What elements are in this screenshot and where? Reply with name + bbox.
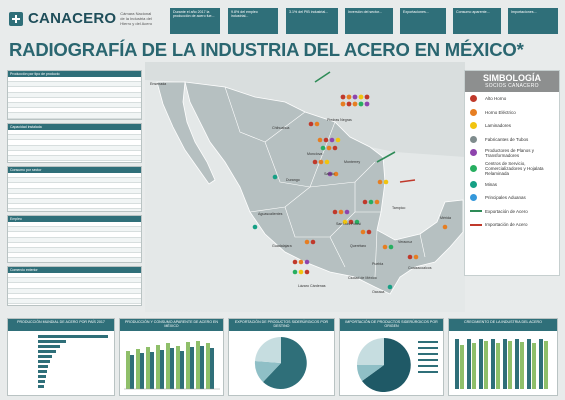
blast-furnace-icon — [470, 95, 477, 103]
legend-header: SIMBOLOGÍA SOCIOS CANACERO — [465, 71, 559, 92]
panel-title: IMPORTACIÓN DE PRODUCTOS SIDERÚRGICOS PO… — [340, 319, 443, 331]
city-label: Saltillo — [324, 172, 335, 176]
city-label: Monterrey — [344, 160, 361, 164]
city-label: Durango — [286, 178, 300, 182]
city-label: Puebla — [372, 262, 384, 266]
legend-subtitle: SOCIOS CANACERO — [485, 83, 539, 89]
bottom-chart-panel: EXPORTACIÓN DE PRODUCTOS SIDERÚRGICOS PO… — [228, 318, 335, 396]
legend-item: Centros de Servicio, Comercializadores y… — [465, 160, 559, 178]
legend-item: Exportación de Acero — [465, 205, 559, 219]
pie-chart — [254, 336, 307, 389]
service-center-icon — [470, 165, 477, 172]
table-panel: Consumo por sector — [7, 166, 142, 212]
page-title: RADIOGRAFÍA DE LA INDUSTRIA DEL ACERO EN… — [9, 39, 524, 60]
city-label: Piedras Negras — [327, 118, 352, 122]
city-label: Querétaro — [350, 244, 367, 248]
customs-icon — [470, 194, 477, 202]
stat-box: Exportaciones... — [400, 8, 446, 34]
legend-item: Laminadores — [465, 119, 559, 133]
legend-item: Principales Aduanas — [465, 191, 559, 205]
legend-item: Productores de Planos y Transformadores — [465, 146, 559, 160]
city-label: Chihuahua — [272, 126, 290, 130]
bottom-chart-panel: IMPORTACIÓN DE PRODUCTOS SIDERÚRGICOS PO… — [339, 318, 444, 396]
pipe-maker-icon — [470, 135, 477, 143]
mine-icon — [470, 180, 477, 188]
export-arrow-icon — [470, 210, 482, 213]
pie-chart — [356, 338, 438, 392]
city-label: Ciudad de México — [348, 276, 377, 280]
table-header: Producción por tipo de producto — [8, 71, 141, 77]
logo-text: CANACERO — [28, 10, 117, 27]
stat-box: Importaciones... — [508, 8, 558, 34]
stat-box: 9.8% del empleo industrial... — [228, 8, 278, 34]
legend-item: Minas — [465, 178, 559, 192]
table-panel: Comercio exterior — [7, 266, 142, 306]
rolling-mill-icon — [470, 122, 477, 130]
legend-item: Importación de Acero — [465, 218, 559, 232]
city-label: Guadalajara — [272, 244, 292, 248]
stat-box: 3.1% del PIB industrial... — [286, 8, 338, 34]
table-panel: Capacidad instalada — [7, 123, 142, 163]
city-label: Mérida — [440, 216, 451, 220]
column-chart — [455, 339, 548, 389]
electric-furnace-icon — [470, 108, 477, 116]
panel-title: PRODUCCIÓN MUNDIAL DE ACERO POR PAÍS 201… — [8, 319, 114, 331]
table-header: Capacidad instalada — [8, 124, 141, 130]
table-panel: Empleo — [7, 215, 142, 263]
table-header: Comercio exterior — [8, 267, 141, 273]
legend-title: SIMBOLOGÍA — [483, 73, 541, 83]
mexico-map — [145, 62, 465, 312]
city-label: Coatzacoalcos — [408, 266, 432, 270]
city-label: Aguascalientes — [258, 212, 283, 216]
flat-products-icon — [470, 149, 477, 157]
legend-item: Alto Horno — [465, 92, 559, 106]
city-label: Oaxaca — [372, 290, 385, 294]
city-label: Monclova — [307, 152, 323, 156]
horizontal-bar-chart — [38, 335, 108, 388]
city-label: Tampico — [392, 206, 406, 210]
facility-markers — [252, 94, 448, 290]
bottom-chart-panel: CRECIMIENTO DE LA INDUSTRIA DEL ACERO — [448, 318, 558, 396]
import-arrows — [399, 179, 416, 183]
legend-item: Fabricantes de Tubos — [465, 133, 559, 147]
column-chart — [124, 341, 220, 390]
bottom-chart-panel: PRODUCCIÓN MUNDIAL DE ACERO POR PAÍS 201… — [7, 318, 115, 396]
bottom-chart-panel: PRODUCCIÓN Y CONSUMO APARENTE DE ACERO E… — [119, 318, 224, 396]
baja-california — [156, 81, 216, 185]
table-header: Consumo por sector — [8, 167, 141, 173]
table-panel: Producción por tipo de producto — [7, 70, 142, 120]
panel-title: EXPORTACIÓN DE PRODUCTOS SIDERÚRGICOS PO… — [229, 319, 334, 331]
city-label: Veracruz — [398, 240, 413, 244]
logo-subtitle: Cámara Nacional de la Industria del Hier… — [120, 11, 153, 26]
stat-box: Durante el año 2017 la producción de ace… — [170, 8, 220, 34]
city-label: Lázaro Cárdenas — [298, 284, 326, 288]
table-header: Empleo — [8, 216, 141, 222]
city-label: San Luis Potosí — [336, 222, 362, 226]
panel-title: CRECIMIENTO DE LA INDUSTRIA DEL ACERO — [449, 319, 557, 331]
import-arrow-icon — [470, 223, 482, 226]
city-label: Ensenada — [150, 82, 167, 86]
stat-box: Consumo aparente... — [453, 8, 501, 34]
legend-panel: SIMBOLOGÍA SOCIOS CANACERO Alto Horno Ho… — [464, 70, 560, 276]
stat-box: Inversión del sector... — [345, 8, 393, 34]
logo: CANACERO Cámara Nacional de la Industria… — [8, 10, 156, 27]
canacero-logo-icon — [9, 11, 23, 26]
panel-title: PRODUCCIÓN Y CONSUMO APARENTE DE ACERO E… — [120, 319, 223, 331]
export-arrows — [314, 71, 396, 163]
legend-item: Horno Eléctrico — [465, 106, 559, 120]
